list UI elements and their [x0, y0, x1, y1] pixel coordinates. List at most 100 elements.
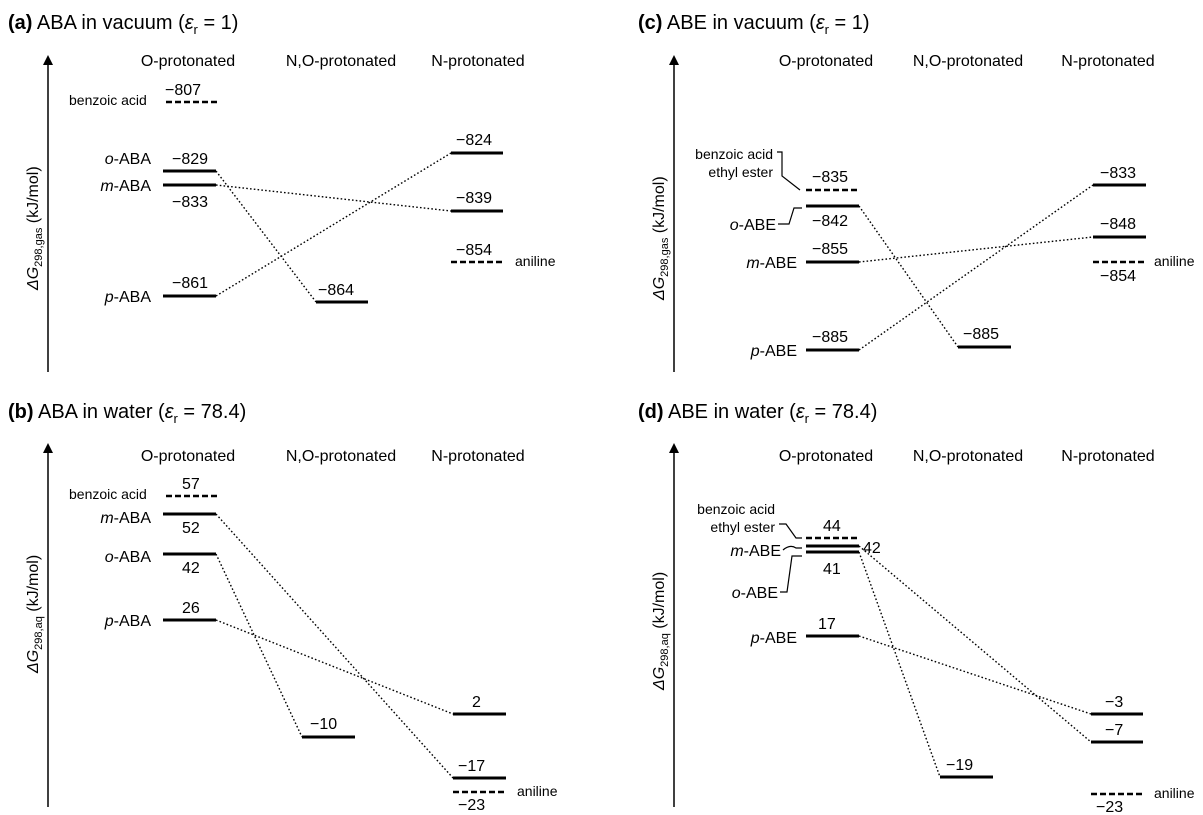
m-abe-label: m-ABE — [730, 543, 781, 560]
column-o-protonated: O-protonated — [141, 53, 235, 70]
y-label-main: ΔG — [651, 277, 668, 301]
p-abe-suffix: -ABE — [760, 630, 797, 647]
p-aba-suffix: -ABA — [114, 613, 152, 630]
ester-leader-line — [777, 151, 801, 191]
y-label-sub: 298,aq — [659, 633, 671, 667]
n-value-1: 2 — [472, 694, 481, 711]
column-no-protonated: N,O-protonated — [913, 53, 1023, 70]
panel-a-y-label: ΔG298,gas (kJ/mol) — [25, 166, 45, 291]
m-abe-suffix: -ABE — [744, 543, 781, 560]
o-aba-value: −829 — [172, 151, 208, 168]
p-aba-value: 26 — [182, 600, 200, 617]
column-n-protonated: N-protonated — [1061, 448, 1154, 465]
n-value-1: −833 — [1100, 165, 1136, 182]
connector-line — [215, 619, 454, 715]
m-aba-value: 52 — [182, 520, 200, 537]
m-aba-suffix: -ABA — [114, 510, 152, 527]
m-aba-suffix: -ABA — [114, 178, 152, 195]
panel-d-title: (d) ABE in water (εr = 78.4) — [638, 401, 877, 426]
panel-d: (d) ABE in water (εr = 78.4) ΔG298,aq (k… — [638, 401, 1195, 815]
o-aba-suffix: -ABA — [114, 549, 152, 566]
ester-label-line1: benzoic acid — [695, 146, 773, 162]
column-o-protonated: O-protonated — [779, 53, 873, 70]
y-label-sub: 298,gas — [659, 237, 671, 277]
ester-label-line1: benzoic acid — [697, 501, 775, 517]
y-label-main: ΔG — [651, 667, 668, 691]
panel-c-tag: (c) — [638, 12, 662, 34]
y-label-sub: 298,aq — [33, 616, 45, 650]
epsilon-subscript: r — [825, 22, 830, 37]
n-value-2: −7 — [1105, 722, 1123, 739]
n-value-1: −3 — [1105, 694, 1123, 711]
m-aba-label: m-ABA — [100, 510, 151, 527]
o-aba-label: o-ABA — [105, 549, 152, 566]
aniline-label: aniline — [1154, 785, 1195, 801]
ester-value: −835 — [812, 169, 848, 186]
aniline-value: −23 — [1096, 799, 1123, 815]
m-abe-prefix: m — [730, 543, 743, 560]
m-aba-prefix: m — [100, 178, 113, 195]
ester-label-line2: ethyl ester — [710, 519, 775, 535]
o-abe-leader-line — [780, 555, 802, 593]
benzoic-acid-value: −807 — [165, 82, 201, 99]
no-value: −19 — [946, 757, 973, 774]
ester-label-line2: ethyl ester — [708, 164, 773, 180]
p-aba-label: p-ABA — [104, 289, 152, 306]
connector-line — [215, 553, 303, 738]
n-value-1: −824 — [456, 132, 492, 149]
m-abe-suffix: -ABE — [760, 255, 797, 272]
y-label-unit: (kJ/mol) — [25, 166, 42, 227]
epsilon-symbol: ε — [185, 12, 195, 34]
p-abe-value: −885 — [812, 329, 848, 346]
aniline-value: −23 — [458, 797, 485, 814]
panel-c-title-text: ABE in vacuum ( — [662, 12, 816, 34]
o-abe-label: o-ABE — [732, 585, 778, 602]
panel-c-title: (c) ABE in vacuum (εr = 1) — [638, 12, 870, 37]
panel-d-title-text: ABE in water ( — [664, 401, 797, 423]
aniline-label: aniline — [517, 783, 558, 799]
panel-b-eps-value: = 78.4) — [178, 401, 246, 423]
m-aba-value: −833 — [172, 194, 208, 211]
panel-b-title-text: ABA in water ( — [34, 401, 166, 423]
p-aba-label: p-ABA — [104, 613, 152, 630]
panel-c-y-label: ΔG298,gas (kJ/mol) — [651, 176, 671, 301]
connector-line — [215, 152, 452, 297]
connector-line — [215, 170, 317, 303]
p-abe-suffix: -ABE — [760, 343, 797, 360]
column-n-protonated: N-protonated — [431, 53, 524, 70]
aniline-value: −854 — [1100, 268, 1136, 285]
no-value: −10 — [310, 716, 337, 733]
column-no-protonated: N,O-protonated — [286, 53, 396, 70]
y-label-unit: (kJ/mol) — [651, 572, 668, 633]
benzoic-acid-value: 57 — [182, 476, 200, 493]
o-abe-value: 41 — [823, 561, 841, 578]
epsilon-symbol: ε — [165, 401, 175, 423]
p-abe-value: 17 — [818, 616, 836, 633]
panel-d-tag: (d) — [638, 401, 664, 423]
p-abe-label: p-ABE — [750, 630, 797, 647]
panel-a-title: (a) ABA in vacuum (εr = 1) — [8, 12, 238, 37]
column-no-protonated: N,O-protonated — [286, 448, 396, 465]
o-abe-leader-line — [778, 207, 802, 225]
panel-b: (b) ABA in water (εr = 78.4) ΔG298,aq (k… — [8, 401, 558, 814]
connector-line — [858, 635, 1092, 715]
benzoic-acid-label: benzoic acid — [69, 92, 147, 108]
p-aba-suffix: -ABA — [114, 289, 152, 306]
m-abe-prefix: m — [746, 255, 759, 272]
epsilon-subscript: r — [805, 411, 810, 426]
o-abe-suffix: -ABE — [739, 217, 776, 234]
panel-a-eps-value: = 1) — [198, 12, 239, 34]
m-abe-leader-line — [782, 545, 802, 551]
panel-c-eps-value: = 1) — [829, 12, 870, 34]
panel-a-title-text: ABA in vacuum ( — [32, 12, 185, 34]
connector-line — [858, 205, 959, 348]
o-abe-label: o-ABE — [730, 217, 776, 234]
panel-d-eps-value: = 78.4) — [809, 401, 877, 423]
column-no-protonated: N,O-protonated — [913, 448, 1023, 465]
p-aba-prefix: p — [104, 289, 114, 306]
y-label-unit: (kJ/mol) — [651, 176, 668, 237]
panel-b-y-label: ΔG298,aq (kJ/mol) — [25, 555, 45, 674]
no-value: −864 — [318, 282, 354, 299]
y-label-main: ΔG — [25, 650, 42, 674]
